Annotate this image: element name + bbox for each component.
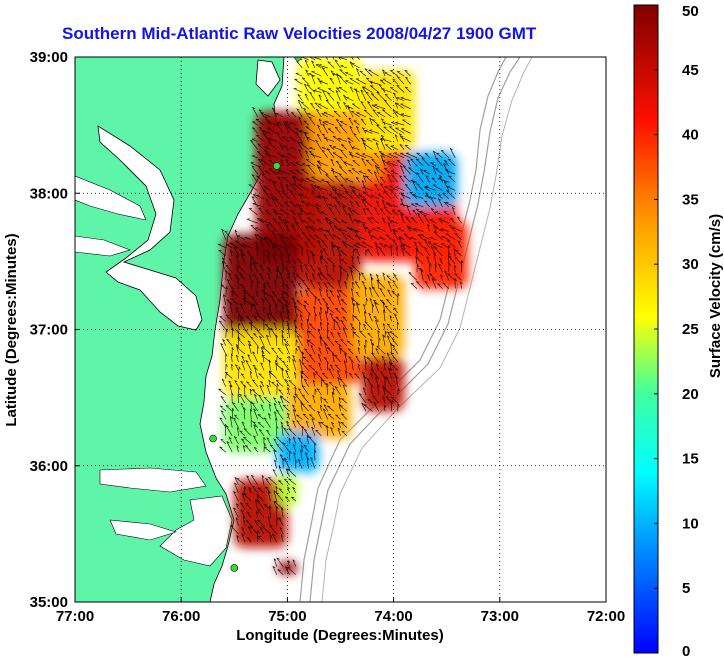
sound-tributary — [109, 519, 178, 541]
colorbar-tick-label: 30 — [682, 256, 699, 273]
station-marker — [272, 162, 281, 170]
colorbar-tick-label: 20 — [682, 386, 699, 403]
y-tick-label: 35:00 — [30, 594, 68, 611]
bathymetry-contour — [309, 57, 521, 602]
colorbar-tick-label: 10 — [682, 515, 699, 532]
x-tick-label: 72:00 — [587, 608, 625, 625]
station-marker — [209, 434, 217, 443]
colorbar-tick-label: 45 — [682, 62, 699, 79]
colorbar-tick-label: 5 — [682, 580, 690, 597]
bathymetry-contour — [299, 57, 507, 602]
velocity-vectors — [217, 57, 464, 575]
colorbar-label: Surface Velocity (cm/s) — [707, 214, 724, 378]
velocity-region — [298, 57, 362, 112]
velocity-region — [287, 384, 352, 439]
vector-arrows — [217, 57, 464, 575]
chesapeake-bay — [97, 125, 203, 331]
y-axis-label: Latitude (Degrees:Minutes) — [3, 233, 20, 426]
x-axis-label: Longitude (Degrees:Minutes) — [236, 627, 444, 644]
colorbar-ticks: 0 5 10 15 20 25 30 35 40 45 50 — [654, 3, 699, 659]
x-tick-label: 75:00 — [268, 608, 306, 625]
velocity-region — [223, 234, 299, 344]
station-marker — [230, 564, 239, 572]
chesapeake-tributary — [75, 235, 131, 257]
velocity-region — [361, 356, 405, 412]
bathymetry-contour — [321, 57, 533, 602]
x-axis-ticks: 77:00 76:00 75:00 74:00 73:00 72:00 — [56, 597, 625, 625]
gridlines — [75, 57, 606, 602]
colorbar-tick-label: 50 — [682, 3, 699, 20]
y-tick-label: 38:00 — [30, 185, 68, 202]
y-tick-label: 36:00 — [30, 458, 68, 475]
colorbar-tick-label: 0 — [682, 643, 690, 659]
x-tick-label: 76:00 — [162, 608, 200, 625]
colorbar-tick-label: 40 — [682, 127, 699, 144]
chesapeake-tributary — [75, 175, 147, 221]
colorbar-tick-label: 15 — [682, 451, 699, 468]
albemarle-sound — [99, 467, 207, 493]
delaware-bay — [255, 59, 281, 97]
x-tick-label: 74:00 — [374, 608, 412, 625]
y-tick-label: 39:00 — [30, 49, 68, 66]
y-tick-label: 37:00 — [30, 322, 68, 339]
x-tick-label: 73:00 — [481, 608, 519, 625]
y-axis-ticks: 35:00 36:00 37:00 38:00 39:00 — [30, 49, 80, 611]
radar-stations — [209, 57, 302, 572]
colorbar-tick-label: 35 — [682, 191, 699, 208]
pamlico-sound — [159, 495, 233, 567]
station-marker — [294, 57, 302, 61]
colorbar-tick-label: 25 — [682, 321, 699, 338]
x-tick-label: 77:00 — [56, 608, 94, 625]
map-title: Southern Mid-Atlantic Raw Velocities 200… — [62, 24, 537, 43]
